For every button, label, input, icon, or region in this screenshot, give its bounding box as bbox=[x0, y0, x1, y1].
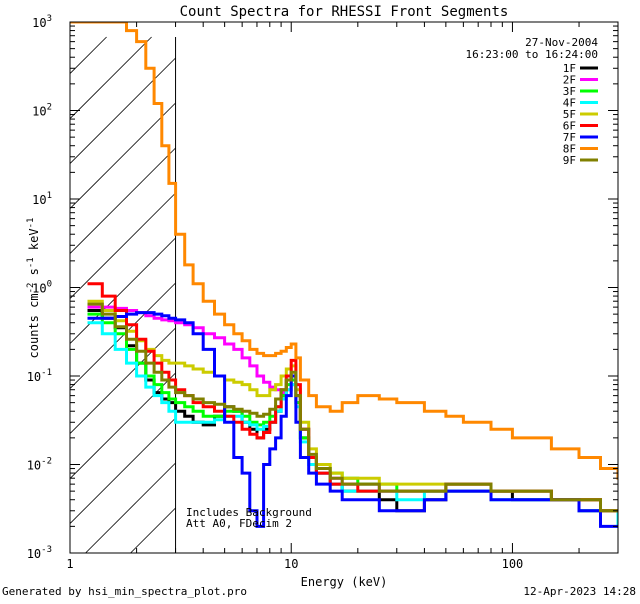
series-5F bbox=[87, 299, 618, 513]
y-tick-label: 103 bbox=[32, 14, 52, 30]
hatch-line bbox=[69, 192, 176, 299]
y-tick-label: 102 bbox=[32, 103, 52, 119]
x-tick-label: 10 bbox=[284, 557, 298, 571]
x-tick-label: 1 bbox=[66, 557, 73, 571]
series-8F bbox=[70, 22, 618, 480]
y-tick-label: 100 bbox=[32, 280, 52, 296]
series-9F bbox=[87, 302, 618, 513]
hatch-line bbox=[69, 327, 176, 434]
hatch-line bbox=[69, 36, 107, 74]
series-7F bbox=[87, 311, 618, 528]
hatch-line bbox=[69, 417, 176, 524]
hatch-line bbox=[69, 147, 176, 254]
y-tick-label: 10-3 bbox=[27, 545, 52, 561]
hatched-region bbox=[69, 36, 177, 554]
hatch-line bbox=[69, 237, 176, 344]
hatch-line bbox=[69, 36, 152, 119]
legend-label-9F: 9F bbox=[563, 154, 576, 167]
time-range-label: 16:23:00 to 16:24:00 bbox=[466, 48, 598, 61]
date-label: 27-Nov-2004 bbox=[525, 36, 598, 49]
legend-label-2F: 2F bbox=[563, 74, 576, 87]
x-tick-label: 100 bbox=[502, 557, 524, 571]
hatch-line bbox=[85, 462, 176, 554]
footer-generated: Generated by hsi_min_spectra_plot.pro bbox=[2, 585, 247, 598]
plot-frame bbox=[69, 21, 619, 554]
hatch-line bbox=[69, 372, 176, 479]
hatch-line bbox=[130, 507, 176, 554]
x-axis-label: Energy (keV) bbox=[301, 575, 388, 589]
legend-label-1F: 1F bbox=[563, 62, 576, 75]
annotation-background: Includes Background bbox=[186, 506, 312, 519]
y-tick-label: 10-2 bbox=[27, 457, 52, 473]
footer-timestamp: 12-Apr-2023 14:28 bbox=[523, 585, 636, 598]
y-tick-label: 101 bbox=[32, 191, 52, 207]
legend-label-4F: 4F bbox=[563, 97, 576, 110]
series-4F bbox=[87, 321, 618, 528]
y-tick-label: 10-1 bbox=[27, 368, 52, 384]
legend-label-5F: 5F bbox=[563, 108, 576, 121]
legend-label-7F: 7F bbox=[563, 131, 576, 144]
legend-label-3F: 3F bbox=[563, 85, 576, 98]
y-axis-label: counts cm-2 s-1 keV-1 bbox=[26, 218, 41, 359]
series-1F bbox=[87, 309, 618, 528]
legend-label-6F: 6F bbox=[563, 120, 576, 133]
legend-label-8F: 8F bbox=[563, 143, 576, 156]
hatch-line bbox=[69, 282, 176, 389]
hatch-line bbox=[69, 102, 176, 209]
chart-title: Count Spectra for RHESSI Front Segments bbox=[180, 4, 509, 20]
annotation-attenuator: Att A0, FDecim 2 bbox=[186, 517, 292, 530]
hatch-line bbox=[69, 57, 176, 164]
